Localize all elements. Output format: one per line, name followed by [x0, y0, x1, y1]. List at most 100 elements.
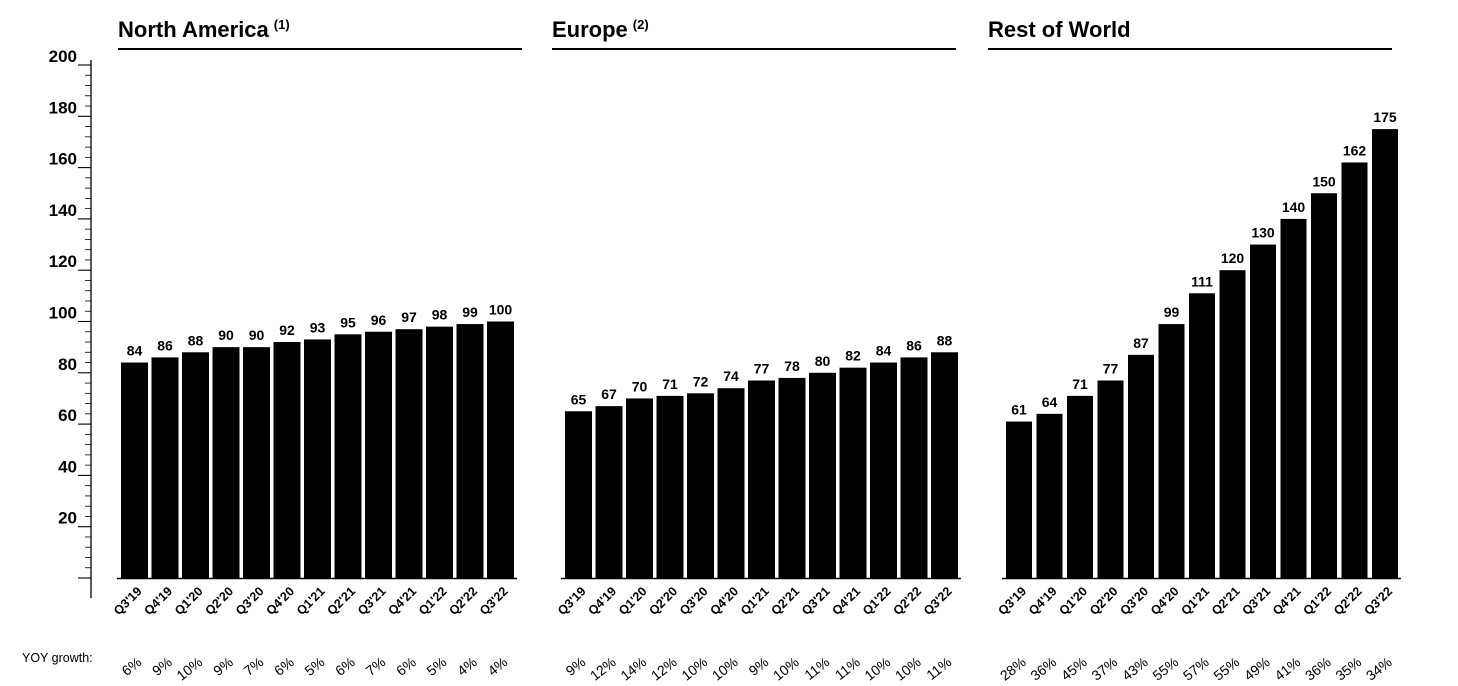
category-label: Q2'21 — [324, 584, 358, 618]
yoy-growth-value: 9% — [746, 654, 772, 679]
bar-value-label: 90 — [218, 327, 234, 343]
yoy-growth-value: 55% — [1210, 654, 1242, 684]
yoy-growth-value: 7% — [241, 654, 267, 679]
bar-value-label: 95 — [340, 314, 356, 330]
bar-value-label: 120 — [1221, 250, 1245, 266]
panel-rest-of-world: Rest of World 61 Q3'19 28% 64 Q4'19 36% 71 Q1'20… — [988, 17, 1401, 684]
bar-value-label: 100 — [489, 302, 513, 318]
panel-title: Europe (2) — [552, 17, 649, 42]
bar-value-label: 72 — [693, 373, 709, 389]
category-label: Q4'19 — [585, 584, 619, 618]
bar-value-label: 84 — [876, 343, 892, 359]
panel-title: North America (1) — [118, 17, 290, 42]
yoy-growth-value: 10% — [173, 654, 205, 684]
y-tick-label: 120 — [49, 252, 77, 271]
category-label: Q2'22 — [446, 584, 480, 618]
bar — [182, 352, 209, 578]
category-label: Q3'22 — [477, 584, 511, 618]
bar-value-label: 67 — [601, 386, 617, 402]
category-label: Q1'22 — [416, 584, 450, 618]
y-axis: 20 40 60 80 100 120 140 160 180 200 — [49, 47, 92, 598]
bar — [809, 372, 836, 578]
bar-value-label: 130 — [1251, 225, 1275, 241]
yoy-growth-value: 5% — [302, 654, 328, 679]
panel-europe: Europe (2) 65 Q3'19 9% 67 Q4'19 12% 70 Q1'20 14% 71… — [552, 17, 961, 684]
yoy-growth-value: 10% — [678, 654, 710, 684]
bar — [1219, 270, 1246, 578]
category-label: Q3'21 — [799, 584, 833, 618]
bar — [426, 326, 453, 578]
yoy-growth-value: 45% — [1058, 654, 1090, 684]
yoy-growth-value: 37% — [1088, 654, 1120, 684]
bar-value-label: 140 — [1282, 199, 1306, 215]
yoy-growth-label: YOY growth: — [22, 651, 93, 665]
bar-value-label: 64 — [1042, 394, 1058, 410]
bar — [151, 357, 179, 578]
bar-value-label: 77 — [754, 360, 770, 376]
bar — [748, 380, 775, 578]
bar — [687, 393, 714, 578]
yoy-growth-value: 12% — [587, 654, 619, 684]
yoy-growth-value: 36% — [1302, 654, 1334, 684]
yoy-growth-value: 6% — [332, 654, 358, 679]
bar — [595, 406, 623, 578]
yoy-growth-value: 9% — [149, 654, 175, 679]
bar-value-label: 78 — [784, 358, 800, 374]
bar-value-label: 77 — [1103, 360, 1119, 376]
category-label: Q4'19 — [141, 584, 175, 618]
bar-value-label: 88 — [937, 332, 953, 348]
yoy-growth-value: 28% — [997, 654, 1029, 684]
category-label: Q2'21 — [1209, 584, 1243, 618]
bar — [626, 398, 653, 578]
yoy-growth-value: 10% — [709, 654, 741, 684]
y-tick-label: 180 — [49, 98, 77, 117]
bar — [1158, 324, 1185, 578]
panel-title-footnote: (1) — [274, 17, 290, 32]
bar-value-label: 99 — [1164, 304, 1180, 320]
yoy-growth-value: 43% — [1119, 654, 1151, 684]
bar-value-label: 93 — [310, 319, 326, 335]
bar — [395, 329, 423, 578]
bar-value-label: 71 — [1072, 376, 1088, 392]
panel-north-america: North America (1) 84 Q3'19 6% 86 Q4'19 9% 88 Q1'2… — [111, 17, 522, 684]
category-label: Q3'20 — [677, 584, 711, 618]
bar — [900, 357, 928, 578]
bar — [717, 388, 745, 578]
bar-value-label: 99 — [462, 304, 478, 320]
y-tick-label: 20 — [58, 509, 77, 528]
yoy-growth-value: 5% — [424, 654, 450, 679]
panel-title-text: North America — [118, 17, 270, 42]
bar-value-label: 84 — [127, 343, 143, 359]
bar-value-label: 96 — [371, 312, 387, 328]
yoy-growth-value: 34% — [1363, 654, 1395, 684]
category-label: Q1'20 — [1056, 584, 1090, 618]
bar — [1250, 244, 1276, 579]
yoy-growth-value: 55% — [1149, 654, 1181, 684]
category-label: Q4'20 — [263, 584, 297, 618]
category-label: Q4'21 — [1270, 584, 1304, 618]
bar — [456, 324, 484, 578]
bar — [273, 342, 301, 578]
y-tick-label: 60 — [58, 406, 77, 425]
yoy-growth-value: 6% — [119, 654, 145, 679]
yoy-growth-value: 11% — [832, 654, 863, 683]
bar — [1189, 293, 1215, 578]
category-label: Q1'21 — [1178, 584, 1212, 618]
bar — [1097, 380, 1124, 578]
category-label: Q1'21 — [294, 584, 328, 618]
category-label: Q2'21 — [768, 584, 802, 618]
bar-value-label: 98 — [432, 307, 448, 323]
yoy-growth-value: 10% — [861, 654, 893, 684]
bar — [1280, 218, 1307, 578]
yoy-growth-value: 14% — [617, 654, 649, 684]
panel-title-text: Rest of World — [988, 17, 1131, 42]
category-label: Q3'22 — [1361, 584, 1395, 618]
yoy-growth-value: 9% — [210, 654, 236, 679]
yoy-growth-value: 10% — [892, 654, 924, 684]
yoy-growth-value: 10% — [770, 654, 802, 684]
yoy-growth-value: 7% — [363, 654, 389, 679]
bar — [839, 367, 867, 578]
bar — [1341, 162, 1368, 578]
category-label: Q4'20 — [1148, 584, 1182, 618]
bar-value-label: 65 — [571, 391, 587, 407]
